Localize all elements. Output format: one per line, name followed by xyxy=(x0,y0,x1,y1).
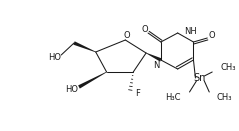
Text: F: F xyxy=(135,89,140,99)
Polygon shape xyxy=(73,41,96,52)
Text: CH₃: CH₃ xyxy=(220,64,236,72)
Text: HO: HO xyxy=(65,84,79,94)
Text: O: O xyxy=(209,31,216,40)
Polygon shape xyxy=(146,53,162,62)
Text: O: O xyxy=(123,31,130,40)
Text: NH: NH xyxy=(185,26,197,36)
Text: CH₃: CH₃ xyxy=(216,94,232,102)
Polygon shape xyxy=(78,72,107,89)
Text: H₃C: H₃C xyxy=(165,94,181,102)
Text: Sn: Sn xyxy=(193,73,206,83)
Text: O: O xyxy=(142,24,148,34)
Text: N: N xyxy=(153,61,159,70)
Text: HO: HO xyxy=(48,53,61,61)
